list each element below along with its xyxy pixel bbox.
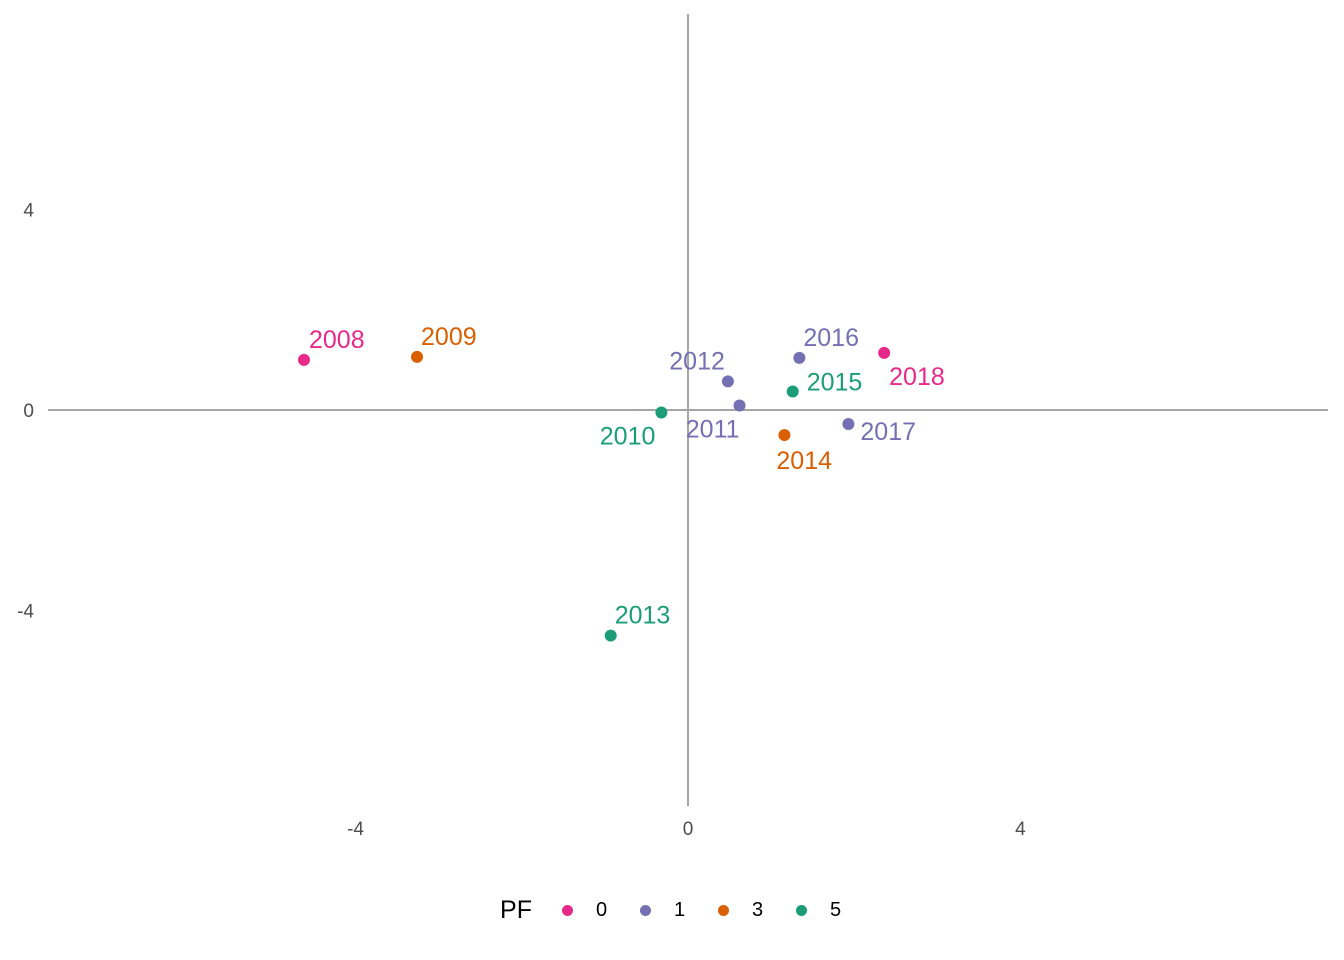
data-point	[778, 429, 791, 442]
data-point	[298, 353, 310, 366]
y-tick-label: -4	[17, 602, 34, 623]
data-point	[733, 399, 746, 412]
point-label: 2011	[686, 415, 740, 443]
point-label: 2009	[421, 323, 477, 351]
legend-title: PF	[500, 895, 532, 924]
data-point	[655, 406, 668, 419]
y-tick-label: 4	[23, 200, 34, 221]
data-point	[878, 346, 891, 359]
legend-item-1: 1	[639, 898, 694, 922]
data-point	[721, 375, 734, 388]
legend-label-3: 5	[829, 898, 842, 921]
data-point	[604, 629, 617, 642]
legend: PF 0 1 3 5	[0, 890, 1344, 930]
data-point	[786, 385, 799, 398]
scatter-plot: -4 0 4 -4 0 4 2008 2009 2010 2011 2012 2013 2014 2015…	[17, 14, 1328, 840]
x-tick-label: 0	[683, 819, 694, 840]
legend-dot-2	[717, 904, 729, 916]
legend-item-0: 0	[561, 898, 616, 922]
point-label: 2017	[860, 418, 916, 446]
point-label: 2008	[309, 326, 365, 354]
legend-dot-1	[639, 904, 651, 916]
legend-label-0: 0	[595, 898, 608, 921]
x-tick-label: -4	[347, 819, 364, 840]
point-label: 2014	[776, 447, 832, 475]
point-label: 2015	[807, 368, 863, 396]
point-label: 2012	[669, 347, 725, 375]
legend-item-3: 5	[795, 898, 850, 922]
data-point	[842, 418, 855, 431]
data-point	[411, 350, 424, 363]
legend-dot-3	[795, 904, 807, 916]
data-point	[793, 351, 806, 364]
legend-label-1: 1	[673, 898, 686, 921]
x-tick-label: 4	[1015, 819, 1026, 840]
point-label: 2016	[803, 324, 859, 352]
legend-dot-0	[561, 904, 573, 916]
legend-item-2: 3	[717, 898, 772, 922]
point-label: 2018	[889, 363, 945, 391]
point-label: 2010	[600, 423, 656, 451]
legend-label-2: 3	[751, 898, 764, 921]
y-tick-label: 0	[23, 401, 34, 422]
point-label: 2013	[615, 602, 671, 630]
